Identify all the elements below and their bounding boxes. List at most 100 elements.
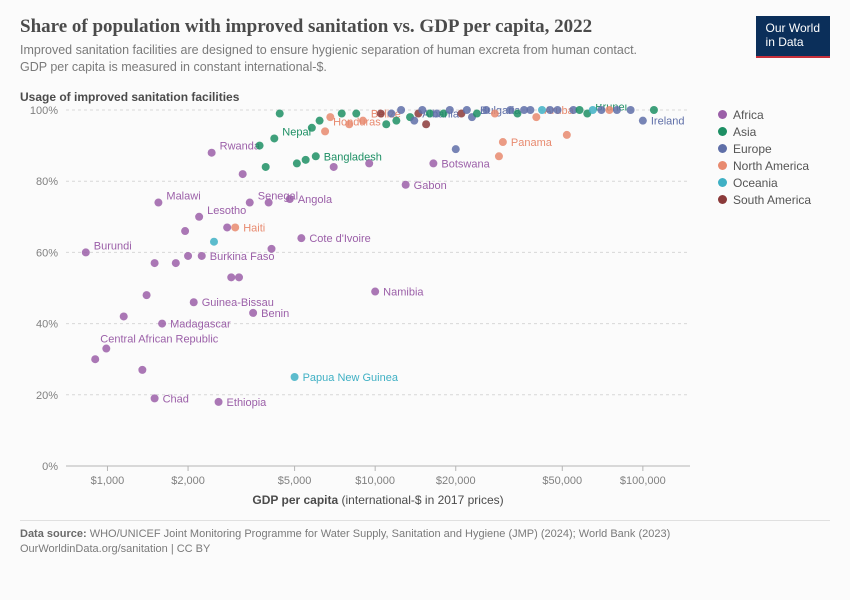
legend-item-namerica[interactable]: North America <box>718 159 830 173</box>
data-point[interactable] <box>563 131 571 139</box>
data-point[interactable] <box>102 344 110 352</box>
data-point[interactable] <box>321 127 329 135</box>
data-point[interactable] <box>429 159 437 167</box>
data-point[interactable] <box>143 291 151 299</box>
data-point[interactable] <box>302 156 310 164</box>
legend-item-oceania[interactable]: Oceania <box>718 176 830 190</box>
data-point[interactable] <box>402 181 410 189</box>
data-point[interactable] <box>387 109 395 117</box>
data-point[interactable] <box>308 124 316 132</box>
logo-line-2: in Data <box>766 36 820 50</box>
data-point[interactable] <box>426 109 434 117</box>
data-point[interactable] <box>91 355 99 363</box>
data-point[interactable] <box>82 248 90 256</box>
data-point[interactable] <box>190 298 198 306</box>
data-point[interactable] <box>499 138 507 146</box>
x-tick-label: $2,000 <box>171 475 205 487</box>
data-point[interactable] <box>627 106 635 114</box>
data-point[interactable] <box>365 159 373 167</box>
data-point[interactable] <box>345 120 353 128</box>
plot-area[interactable]: 0%20%40%60%80%100%$1,000$2,000$5,000$10,… <box>20 104 710 512</box>
legend-item-samerica[interactable]: South America <box>718 193 830 207</box>
data-point[interactable] <box>397 106 405 114</box>
y-tick-label: 20% <box>36 390 58 402</box>
data-point[interactable] <box>330 163 338 171</box>
data-point[interactable] <box>312 152 320 160</box>
data-point[interactable] <box>265 198 273 206</box>
data-point[interactable] <box>293 159 301 167</box>
data-point[interactable] <box>338 109 346 117</box>
data-point[interactable] <box>198 252 206 260</box>
data-point[interactable] <box>371 287 379 295</box>
data-point[interactable] <box>235 273 243 281</box>
legend-item-europe[interactable]: Europe <box>718 142 830 156</box>
data-point[interactable] <box>359 116 367 124</box>
data-point[interactable] <box>650 106 658 114</box>
data-point[interactable] <box>377 109 385 117</box>
data-point[interactable] <box>227 273 235 281</box>
data-point[interactable] <box>526 106 534 114</box>
data-point[interactable] <box>184 252 192 260</box>
data-point[interactable] <box>352 109 360 117</box>
point-label: Botswana <box>441 158 490 170</box>
data-point[interactable] <box>495 152 503 160</box>
data-point[interactable] <box>589 106 597 114</box>
data-point[interactable] <box>291 373 299 381</box>
data-point[interactable] <box>210 237 218 245</box>
data-point[interactable] <box>538 106 546 114</box>
data-point[interactable] <box>154 198 162 206</box>
point-label: Burundi <box>94 240 132 252</box>
data-point[interactable] <box>382 120 390 128</box>
data-point[interactable] <box>172 259 180 267</box>
data-point[interactable] <box>297 234 305 242</box>
data-point[interactable] <box>418 106 426 114</box>
data-point[interactable] <box>223 223 231 231</box>
data-point[interactable] <box>151 394 159 402</box>
data-point[interactable] <box>276 109 284 117</box>
data-point[interactable] <box>151 259 159 267</box>
data-point[interactable] <box>597 106 605 114</box>
data-point[interactable] <box>576 106 584 114</box>
data-point[interactable] <box>239 170 247 178</box>
data-point[interactable] <box>231 223 239 231</box>
data-point[interactable] <box>138 366 146 374</box>
data-point[interactable] <box>554 106 562 114</box>
data-point[interactable] <box>262 163 270 171</box>
data-point[interactable] <box>268 245 276 253</box>
legend-item-africa[interactable]: Africa <box>718 108 830 122</box>
data-point[interactable] <box>270 134 278 142</box>
data-point[interactable] <box>613 106 621 114</box>
data-point[interactable] <box>392 116 400 124</box>
data-point[interactable] <box>215 398 223 406</box>
logo-line-1: Our World <box>766 22 820 36</box>
data-point[interactable] <box>208 148 216 156</box>
data-point[interactable] <box>532 113 540 121</box>
data-point[interactable] <box>446 106 454 114</box>
data-point[interactable] <box>286 195 294 203</box>
data-point[interactable] <box>181 227 189 235</box>
data-point[interactable] <box>326 113 334 121</box>
data-point[interactable] <box>256 141 264 149</box>
legend-item-asia[interactable]: Asia <box>718 125 830 139</box>
data-point[interactable] <box>246 198 254 206</box>
data-point[interactable] <box>316 116 324 124</box>
data-point[interactable] <box>249 309 257 317</box>
data-point[interactable] <box>482 106 490 114</box>
data-point[interactable] <box>506 106 514 114</box>
data-point[interactable] <box>639 116 647 124</box>
data-point[interactable] <box>410 116 418 124</box>
data-point[interactable] <box>422 120 430 128</box>
x-axis-title: GDP per capita (international-$ in 2017 … <box>252 493 503 507</box>
data-point[interactable] <box>546 106 554 114</box>
data-point[interactable] <box>473 109 481 117</box>
footer-link[interactable]: OurWorldinData.org/sanitation | CC BY <box>20 543 210 555</box>
data-point[interactable] <box>195 213 203 221</box>
data-point[interactable] <box>605 106 613 114</box>
data-point[interactable] <box>463 106 471 114</box>
point-label: Central African Republic <box>100 333 219 345</box>
owid-logo[interactable]: Our World in Data <box>756 16 830 58</box>
data-point[interactable] <box>158 319 166 327</box>
data-point[interactable] <box>120 312 128 320</box>
data-point[interactable] <box>491 109 499 117</box>
data-point[interactable] <box>452 145 460 153</box>
